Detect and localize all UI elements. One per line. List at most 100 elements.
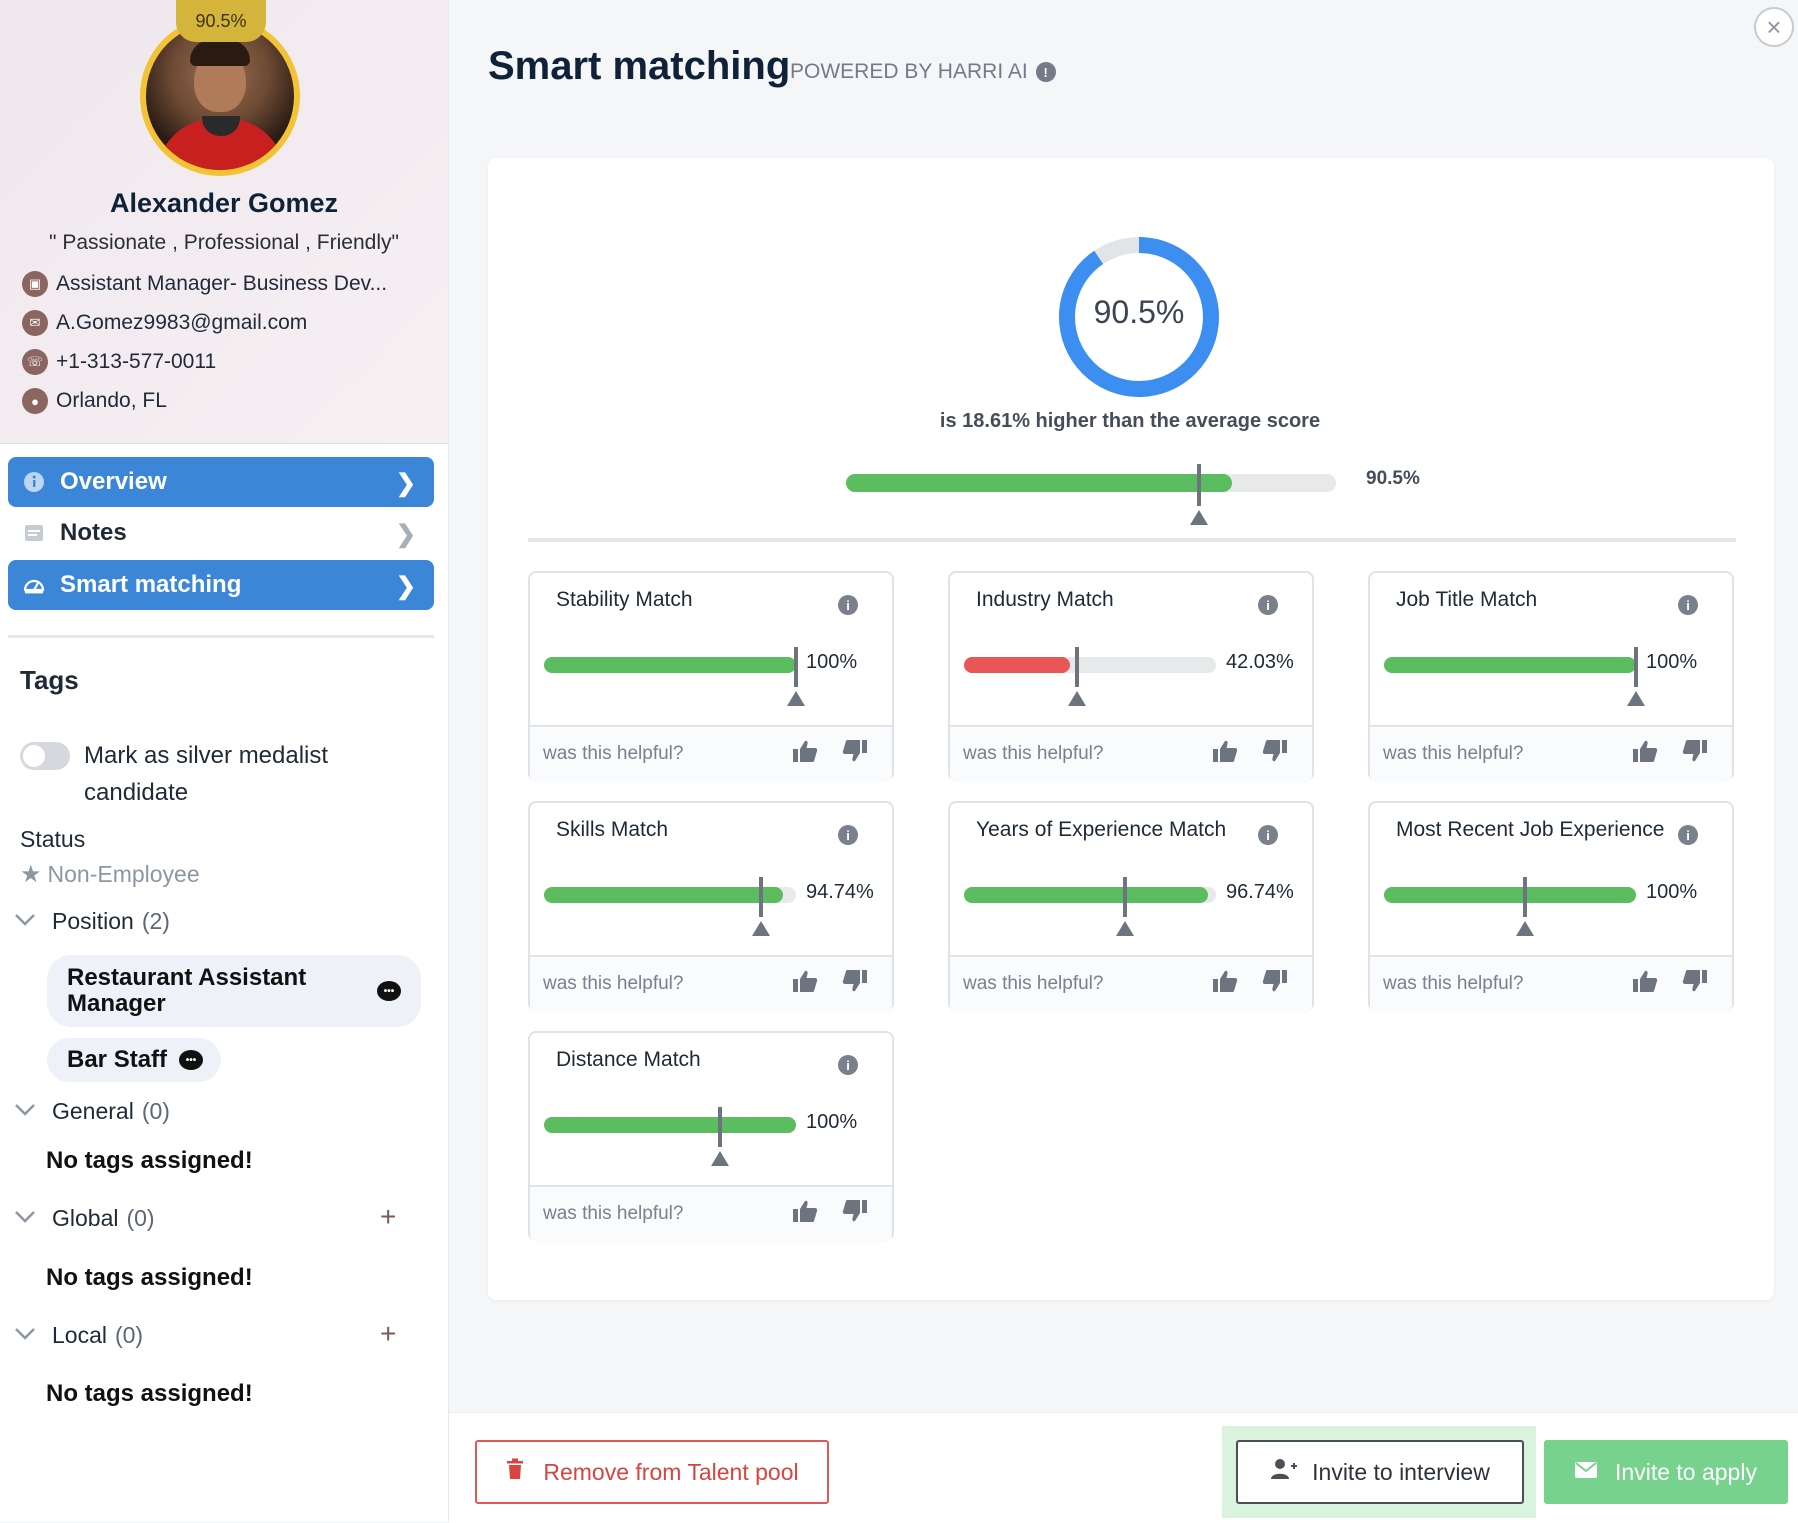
avatar: [140, 16, 300, 176]
average-marker-triangle: [1116, 921, 1134, 936]
group-general[interactable]: General (0): [14, 1098, 170, 1125]
info-icon[interactable]: i: [1258, 825, 1278, 845]
no-tags-message: No tags assigned!: [46, 1380, 253, 1407]
silver-medalist-label: Mark as silver medalist candidate: [84, 742, 329, 806]
comment-bubble-icon[interactable]: •••: [377, 981, 401, 1001]
thumbs-up-icon[interactable]: [792, 969, 818, 1000]
score-badge: 90.5%: [176, 0, 266, 42]
feedback-row: was this helpful?: [1370, 955, 1732, 1013]
match-card: Industry Match i 42.03% was this helpful…: [948, 571, 1314, 783]
average-marker: [1634, 647, 1638, 687]
info-icon[interactable]: i: [838, 1055, 858, 1075]
thumbs-down-icon[interactable]: [842, 739, 868, 770]
page-title: Smart matching: [488, 44, 791, 88]
tag-chip[interactable]: Bar Staff •••: [47, 1038, 221, 1082]
match-value: 100%: [806, 651, 858, 673]
match-title: Most Recent Job Experience: [1396, 818, 1665, 841]
phone-text[interactable]: +1-313-577-0011: [56, 350, 217, 373]
invite-interview-label: Invite to interview: [1312, 1458, 1490, 1485]
nav-notes[interactable]: Notes ❯: [8, 508, 434, 558]
thumbs-down-icon[interactable]: [1262, 739, 1288, 770]
chevron-down-icon: [14, 1324, 36, 1347]
tag-chip-label: Bar Staff: [67, 1046, 168, 1073]
section-separator: [528, 538, 1736, 542]
thumbs-up-icon[interactable]: [792, 739, 818, 770]
tag-chip-label: Restaurant Assistant Manager: [67, 964, 307, 1017]
overall-score-label: 90.5%: [1093, 294, 1185, 330]
add-local-tag-icon[interactable]: +: [380, 1318, 397, 1349]
overall-score-bar-value: 90.5%: [1366, 468, 1420, 489]
invite-to-apply-button[interactable]: Invite to apply: [1544, 1440, 1788, 1504]
match-bar-fill: [544, 657, 796, 673]
info-icon[interactable]: !: [1035, 62, 1056, 82]
invite-to-interview-button[interactable]: Invite to interview: [1236, 1440, 1524, 1504]
match-card: Distance Match i 100% was this helpful?: [528, 1031, 894, 1243]
match-value: 100%: [1646, 881, 1698, 903]
match-value: 94.74%: [806, 881, 874, 903]
helpful-prompt: was this helpful?: [543, 743, 684, 764]
match-bar-fill: [964, 657, 1070, 673]
overall-score-arc: [1059, 237, 1219, 397]
info-icon[interactable]: i: [1258, 595, 1278, 615]
tag-chip[interactable]: Restaurant Assistant Manager •••: [47, 955, 421, 1027]
match-bar-fill: [544, 1117, 796, 1133]
feedback-row: was this helpful?: [530, 1185, 892, 1243]
silver-medalist-toggle[interactable]: [20, 742, 70, 770]
info-icon[interactable]: i: [838, 825, 858, 845]
group-local[interactable]: Local (0): [14, 1322, 143, 1349]
match-value: 100%: [806, 1111, 858, 1133]
info-icon[interactable]: i: [1678, 825, 1698, 845]
match-bar-fill: [1384, 657, 1636, 673]
average-marker: [1123, 877, 1127, 917]
group-local-count: (0): [114, 1322, 144, 1348]
match-title: Stability Match: [556, 588, 693, 611]
group-position-count: (2): [141, 908, 170, 934]
thumbs-up-icon[interactable]: [1632, 739, 1658, 770]
feedback-row: was this helpful?: [1370, 725, 1732, 783]
match-bar: [964, 877, 1216, 936]
info-icon[interactable]: i: [1678, 595, 1698, 615]
close-icon[interactable]: ×: [1754, 7, 1794, 47]
nav-overview[interactable]: Overview ❯: [8, 457, 434, 507]
average-marker: [1075, 647, 1079, 687]
status-value: ★ Non-Employee: [20, 860, 200, 889]
status-value-text: Non-Employee: [47, 861, 200, 887]
chevron-right-icon: ❯: [395, 470, 416, 497]
match-card: Job Title Match i 100% was this helpful?: [1368, 571, 1734, 783]
remove-from-talent-pool-button[interactable]: Remove from Talent pool: [475, 1440, 829, 1504]
thumbs-up-icon[interactable]: [792, 1199, 818, 1230]
helpful-prompt: was this helpful?: [963, 973, 1104, 994]
nav-smart-matching[interactable]: Smart matching ❯: [8, 560, 434, 610]
candidate-sidebar: 90.5% Alexander Gomez " Passionate , Pro…: [0, 0, 449, 1522]
location-pin-icon: ●: [22, 388, 48, 414]
match-card: Most Recent Job Experience i 100% was th…: [1368, 801, 1734, 1013]
thumbs-down-icon[interactable]: [1262, 969, 1288, 1000]
comment-bubble-icon[interactable]: •••: [179, 1050, 204, 1070]
thumbs-up-icon[interactable]: [1212, 739, 1238, 770]
match-bar: [544, 1107, 796, 1166]
thumbs-up-icon[interactable]: [1632, 969, 1658, 1000]
profile-header: 90.5% Alexander Gomez " Passionate , Pro…: [0, 0, 448, 444]
helpful-prompt: was this helpful?: [543, 1203, 684, 1224]
trash-icon: [505, 1458, 525, 1486]
thumbs-down-icon[interactable]: [842, 1199, 868, 1230]
info-icon[interactable]: i: [838, 595, 858, 615]
group-local-label: Local: [52, 1322, 107, 1348]
thumbs-up-icon[interactable]: [1212, 969, 1238, 1000]
group-global[interactable]: Global (0): [14, 1205, 155, 1232]
email-text[interactable]: A.Gomez9983@gmail.com: [56, 311, 308, 334]
status-label: Status: [20, 826, 86, 852]
chevron-right-icon: ❯: [395, 521, 416, 548]
candidate-tagline: " Passionate , Professional , Friendly": [49, 231, 399, 254]
email-row[interactable]: ✉ A.Gomez9983@gmail.com: [22, 310, 307, 336]
thumbs-down-icon[interactable]: [1682, 739, 1708, 770]
thumbs-down-icon[interactable]: [842, 969, 868, 1000]
phone-row[interactable]: ☏ +1-313-577-0011: [22, 349, 216, 375]
phone-icon: ☏: [22, 349, 48, 375]
feedback-row: was this helpful?: [530, 725, 892, 783]
add-global-tag-icon[interactable]: +: [380, 1201, 397, 1232]
group-position[interactable]: Position (2): [14, 908, 170, 935]
thumbs-down-icon[interactable]: [1682, 969, 1708, 1000]
group-position-label: Position: [52, 908, 134, 934]
average-marker-triangle: [1516, 921, 1534, 936]
